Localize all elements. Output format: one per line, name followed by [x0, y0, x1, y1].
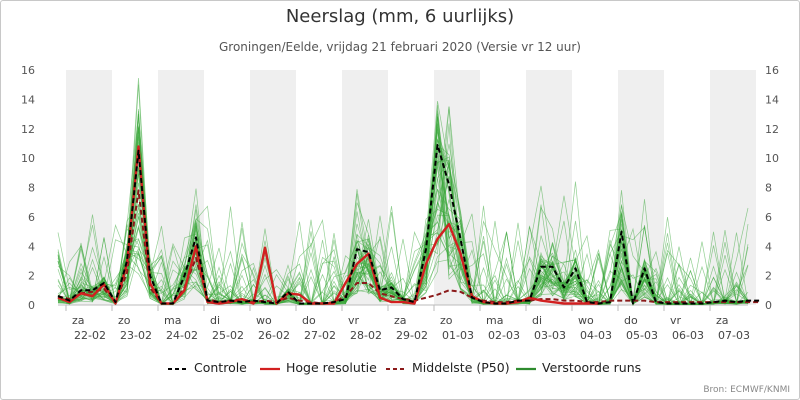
- x-tick-date: 03-03: [534, 329, 566, 342]
- y-tick-label-right: 0: [765, 299, 772, 312]
- y-tick-label-right: 6: [765, 211, 772, 224]
- y-tick-label-left: 16: [21, 64, 35, 77]
- x-tick-dow: do: [302, 314, 316, 327]
- legend-item-middelste[interactable]: Middelste (P50): [386, 360, 510, 375]
- y-tick-label-left: 4: [28, 240, 35, 253]
- axes: [58, 304, 748, 311]
- x-tick-dow: wo: [256, 314, 272, 327]
- x-tick-date: 02-03: [488, 329, 520, 342]
- y-tick-label-right: 8: [765, 182, 772, 195]
- x-tick-date: 27-02: [304, 329, 336, 342]
- main-series: [57, 143, 760, 305]
- x-tick-date: 05-03: [626, 329, 658, 342]
- legend-label-controle: Controle: [194, 360, 247, 375]
- x-tick-dow: vr: [670, 314, 682, 327]
- chart-title: Neerslag (mm, 6 uurlijks): [285, 6, 515, 27]
- y-tick-label-left: 2: [28, 270, 35, 283]
- x-tick-dow: wo: [578, 314, 594, 327]
- legend-item-verstoorde-runs[interactable]: Verstoorde runs: [516, 360, 641, 375]
- x-tick-dow: di: [532, 314, 542, 327]
- x-tick-dow: vr: [348, 314, 360, 327]
- x-tick-dow: di: [210, 314, 220, 327]
- y-tick-label-left: 6: [28, 211, 35, 224]
- x-tick-date: 06-03: [672, 329, 704, 342]
- source-credit: Bron: ECMWF/KNMI: [703, 385, 790, 395]
- x-tick-date: 24-02: [166, 329, 198, 342]
- x-tick-date: 28-02: [350, 329, 382, 342]
- x-tick-date: 04-03: [580, 329, 612, 342]
- x-tick-dow: zo: [440, 314, 453, 327]
- y-tick-label-right: 14: [765, 93, 779, 106]
- chart-subtitle: Groningen/Eelde, vrijdag 21 februari 202…: [219, 40, 581, 54]
- y-tick-label-right: 12: [765, 123, 779, 136]
- y-tick-label-left: 14: [21, 93, 35, 106]
- y-tick-label-right: 16: [765, 64, 779, 77]
- legend: Controle Hoge resolutie Middelste (P50) …: [0, 360, 800, 380]
- legend-label-middelste: Middelste (P50): [412, 360, 510, 375]
- x-tick-date: 07-03: [718, 329, 750, 342]
- y-tick-label-left: 12: [21, 123, 35, 136]
- y-tick-label-left: 10: [21, 152, 35, 165]
- x-tick-dow: zo: [118, 314, 131, 327]
- x-tick-date: 25-02: [212, 329, 244, 342]
- y-tick-label-right: 4: [765, 240, 772, 253]
- day-band: [66, 70, 112, 305]
- x-tick-date: 29-02: [396, 329, 428, 342]
- x-tick-dow: ma: [164, 314, 181, 327]
- x-tick-date: 01-03: [442, 329, 474, 342]
- x-tick-dow: za: [394, 314, 407, 327]
- legend-item-hoge-resolutie[interactable]: Hoge resolutie: [260, 360, 377, 375]
- legend-label-hoge-resolutie: Hoge resolutie: [286, 360, 377, 375]
- x-tick-dow: ma: [486, 314, 503, 327]
- x-tick-dow: za: [716, 314, 729, 327]
- y-tick-label-right: 10: [765, 152, 779, 165]
- y-tick-label-left: 8: [28, 182, 35, 195]
- y-tick-label-left: 0: [28, 299, 35, 312]
- legend-label-verstoorde-runs: Verstoorde runs: [542, 360, 642, 375]
- legend-item-controle[interactable]: Controle: [168, 360, 247, 375]
- day-band: [710, 70, 756, 305]
- x-tick-date: 23-02: [120, 329, 152, 342]
- x-tick-date: 22-02: [74, 329, 106, 342]
- y-tick-label-right: 2: [765, 270, 772, 283]
- tick-labels: 0 0 2 2 4 4 6 6 8 8 10 10 12 12 14 14 16 16 za 22-02 zo 23-02…: [21, 64, 779, 342]
- x-tick-dow: za: [72, 314, 85, 327]
- x-tick-dow: do: [624, 314, 638, 327]
- series-line-controle: [57, 143, 760, 305]
- x-tick-date: 26-02: [258, 329, 290, 342]
